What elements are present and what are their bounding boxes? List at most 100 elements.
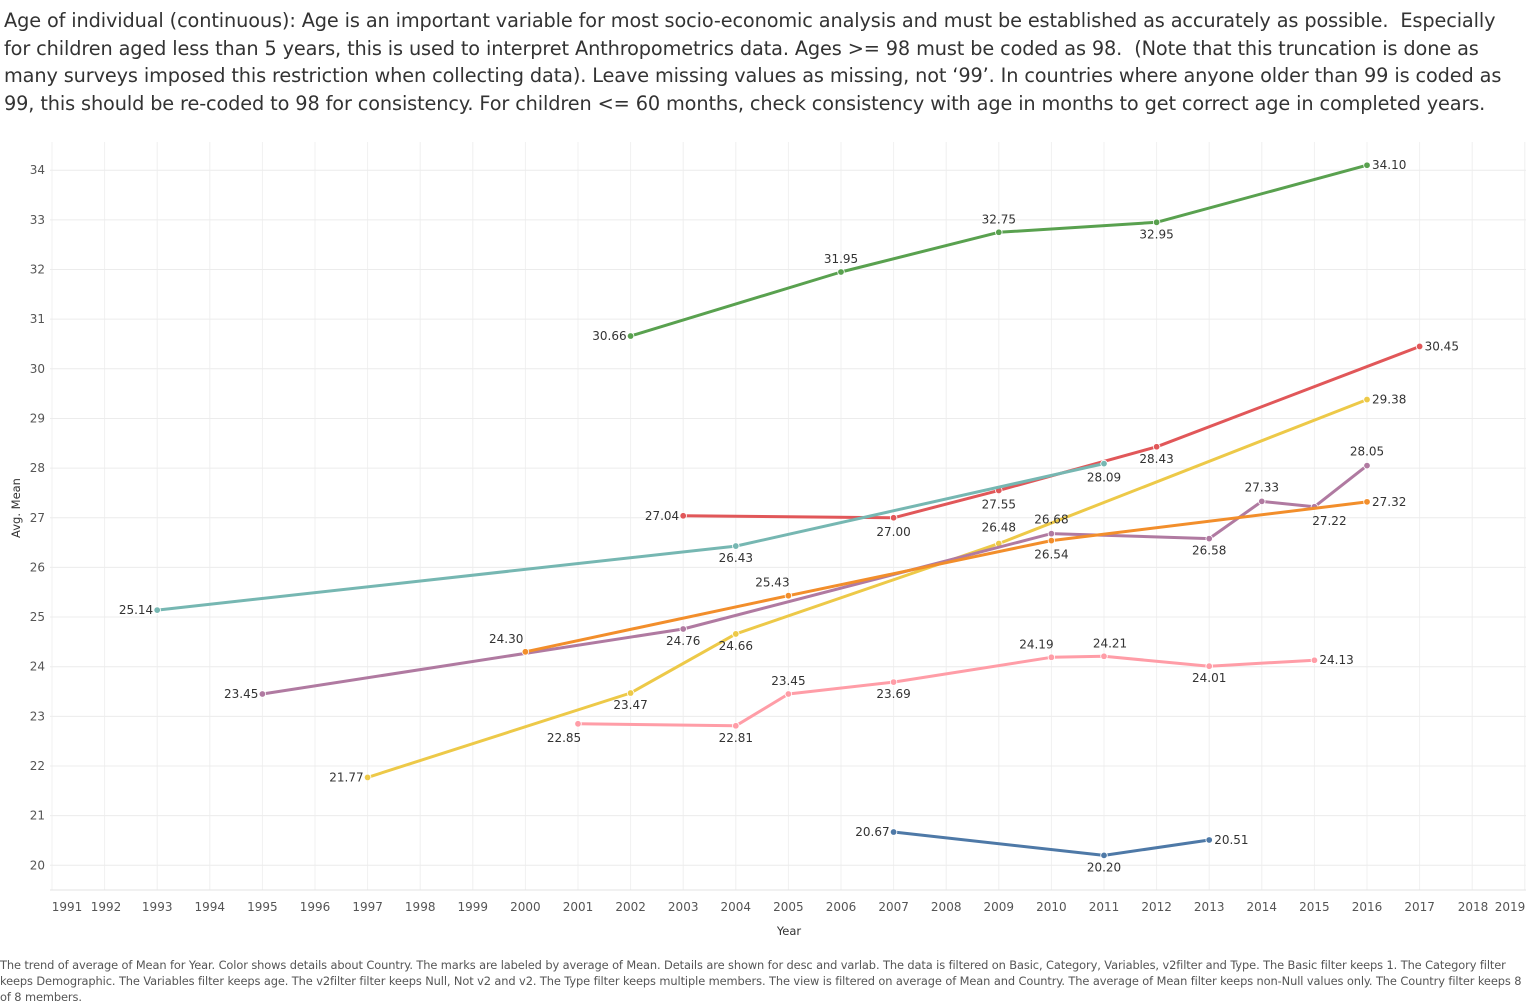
data-point xyxy=(732,542,740,550)
data-point xyxy=(837,268,845,276)
data-label: 32.95 xyxy=(1139,227,1173,241)
y-tick-label: 34 xyxy=(30,163,45,177)
data-label: 23.45 xyxy=(771,674,805,688)
data-label: 26.48 xyxy=(982,521,1016,535)
data-label: 27.55 xyxy=(982,497,1016,511)
x-tick-label: 1992 xyxy=(91,900,122,914)
y-tick-label: 20 xyxy=(30,858,45,872)
data-point xyxy=(626,332,635,340)
data-point xyxy=(732,630,740,638)
data-label: 25.43 xyxy=(755,576,789,590)
data-point xyxy=(1152,443,1161,451)
y-tick-label: 26 xyxy=(30,560,45,574)
data-point xyxy=(1363,498,1371,506)
x-tick-label: 2006 xyxy=(826,900,857,914)
x-tick-label: 1997 xyxy=(352,900,383,914)
data-label: 34.10 xyxy=(1372,158,1406,172)
x-tick-label: 2000 xyxy=(510,900,541,914)
data-label: 24.19 xyxy=(1019,637,1053,651)
data-label: 24.66 xyxy=(719,639,753,653)
data-point xyxy=(1205,836,1213,844)
data-point xyxy=(1205,534,1213,543)
data-point xyxy=(1152,218,1161,227)
data-label: 24.21 xyxy=(1093,636,1127,650)
data-point xyxy=(732,722,740,730)
x-tick-label: 2002 xyxy=(615,900,646,914)
x-tick-label: 2012 xyxy=(1141,900,1172,914)
data-point xyxy=(1100,851,1108,860)
series-line xyxy=(523,500,1369,654)
data-label: 23.69 xyxy=(876,687,910,701)
data-point xyxy=(784,690,793,698)
x-tick-label: 2008 xyxy=(931,900,962,914)
data-point xyxy=(1100,459,1108,468)
data-point xyxy=(1047,529,1056,538)
data-label: 26.54 xyxy=(1034,548,1068,562)
data-label: 23.45 xyxy=(224,687,258,701)
x-tick-label: 1994 xyxy=(195,900,226,914)
y-tick-label: 21 xyxy=(30,809,45,823)
x-tick-label: 2011 xyxy=(1089,900,1120,914)
data-point xyxy=(889,678,898,686)
x-tick-label: 2018 xyxy=(1458,900,1489,914)
data-label: 26.43 xyxy=(719,551,753,565)
x-tick-label: 1998 xyxy=(405,900,436,914)
data-point xyxy=(1363,395,1371,404)
chart-description: Age of individual (continuous): Age is a… xyxy=(4,9,1508,115)
data-point xyxy=(1415,342,1424,351)
data-label: 24.13 xyxy=(1319,653,1353,667)
x-axis-title: Year xyxy=(776,924,802,938)
data-label: 27.33 xyxy=(1245,480,1279,494)
data-point xyxy=(889,514,898,522)
x-tick-label: 1995 xyxy=(247,900,278,914)
data-label: 20.67 xyxy=(855,825,889,839)
data-label: 30.66 xyxy=(592,329,626,343)
y-tick-label: 33 xyxy=(30,213,45,227)
data-label: 29.38 xyxy=(1372,393,1406,407)
data-point xyxy=(679,512,687,520)
data-label: 22.85 xyxy=(547,731,581,745)
data-point xyxy=(1363,161,1371,169)
data-label: 27.04 xyxy=(645,509,679,523)
data-point xyxy=(1100,652,1108,660)
x-tick-label: 1993 xyxy=(142,900,173,914)
data-label: 21.77 xyxy=(329,770,363,784)
data-point xyxy=(626,689,635,697)
chart-caption: The trend of average of Mean for Year. C… xyxy=(0,958,1522,1004)
data-point xyxy=(889,828,898,836)
x-tick-label: 1996 xyxy=(300,900,331,914)
y-axis-ticks: 20 21 22 23 24 25 26 27 28 29 30 31 32 33 34 xyxy=(30,163,45,872)
y-axis-title: Avg. Mean xyxy=(9,478,23,538)
x-tick-label: 1999 xyxy=(458,900,489,914)
data-label: 27.22 xyxy=(1312,514,1346,528)
data-label: 25.14 xyxy=(119,603,153,617)
series-line xyxy=(366,398,1369,779)
data-label: 27.32 xyxy=(1372,495,1406,509)
data-label: 28.43 xyxy=(1139,452,1173,466)
y-tick-label: 27 xyxy=(30,511,45,525)
x-tick-label: 2001 xyxy=(563,900,594,914)
data-label: 26.68 xyxy=(1034,513,1068,527)
data-point xyxy=(363,773,372,782)
data-point xyxy=(1363,461,1371,470)
data-point xyxy=(1310,656,1319,664)
data-point xyxy=(574,720,582,728)
data-label: 24.01 xyxy=(1192,671,1226,685)
data-label: 27.00 xyxy=(876,525,910,539)
x-tick-label: 2013 xyxy=(1194,900,1225,914)
y-tick-label: 23 xyxy=(30,709,45,723)
x-tick-label: 1991 xyxy=(52,900,83,914)
data-label: 26.58 xyxy=(1192,544,1226,558)
y-tick-label: 25 xyxy=(30,610,45,624)
data-point xyxy=(1047,536,1056,545)
x-axis-ticks: 1991 1992 1993 1994 1995 1996 1997 1998 1999 2000… xyxy=(52,900,1526,914)
data-label: 30.45 xyxy=(1425,339,1459,353)
chart-series xyxy=(153,161,1424,860)
y-tick-label: 32 xyxy=(30,263,45,277)
x-tick-label: 2017 xyxy=(1404,900,1435,914)
x-tick-label: 2016 xyxy=(1352,900,1383,914)
data-labels: 30.66 31.95 32.75 32.95 34.10 27.04 27.00 27.55… xyxy=(119,158,1459,874)
y-tick-label: 24 xyxy=(30,660,45,674)
data-point xyxy=(679,625,687,633)
x-tick-label: 2009 xyxy=(984,900,1015,914)
